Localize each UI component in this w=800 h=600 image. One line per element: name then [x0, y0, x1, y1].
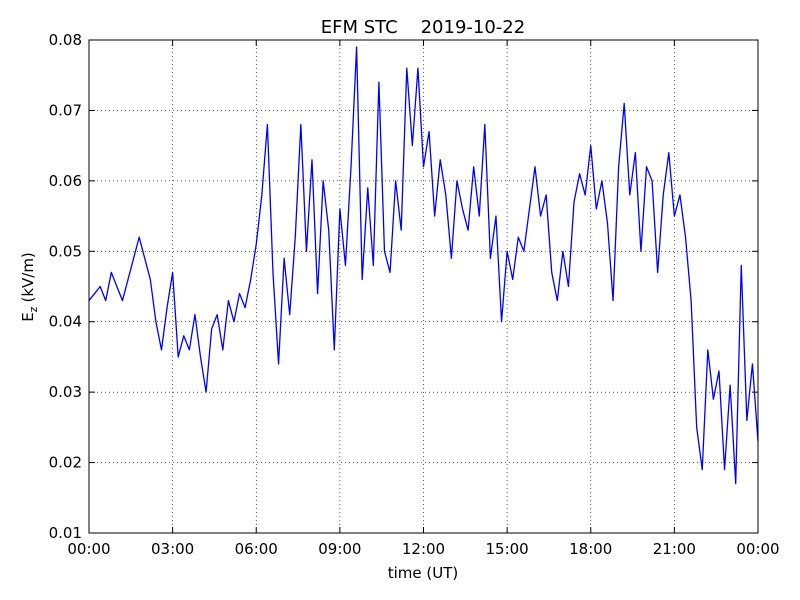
- x-tick-label: 12:00: [402, 540, 445, 558]
- y-label-symbol: E: [19, 312, 37, 321]
- x-axis-label: time (UT): [388, 564, 459, 582]
- y-tick-label: 0.07: [49, 101, 82, 119]
- y-label-unit: (kV/m): [19, 252, 37, 302]
- x-tick-label: 21:00: [653, 540, 696, 558]
- y-tick-label: 0.06: [49, 172, 82, 190]
- x-tick-label: 06:00: [235, 540, 278, 558]
- y-tick-label: 0.08: [49, 31, 82, 49]
- y-tick-label: 0.03: [49, 383, 82, 401]
- chart-title: EFM STC 2019-10-22: [321, 17, 525, 38]
- x-tick-label: 00:00: [67, 540, 110, 558]
- x-tick-label: 09:00: [318, 540, 361, 558]
- y-axis-label: Ez (kV/m): [19, 252, 40, 322]
- y-tick-label: 0.01: [49, 524, 82, 542]
- plot-frame: [88, 39, 759, 534]
- y-tick-label: 0.02: [49, 454, 82, 472]
- x-tick-label: 18:00: [569, 540, 612, 558]
- y-label-subscript: z: [27, 306, 40, 312]
- x-tick-label: 15:00: [486, 540, 529, 558]
- x-tick-label: 03:00: [151, 540, 194, 558]
- x-tick-label: 00:00: [736, 540, 779, 558]
- y-tick-label: 0.05: [49, 242, 82, 260]
- y-tick-label: 0.04: [49, 313, 82, 331]
- data-line: [88, 46, 759, 485]
